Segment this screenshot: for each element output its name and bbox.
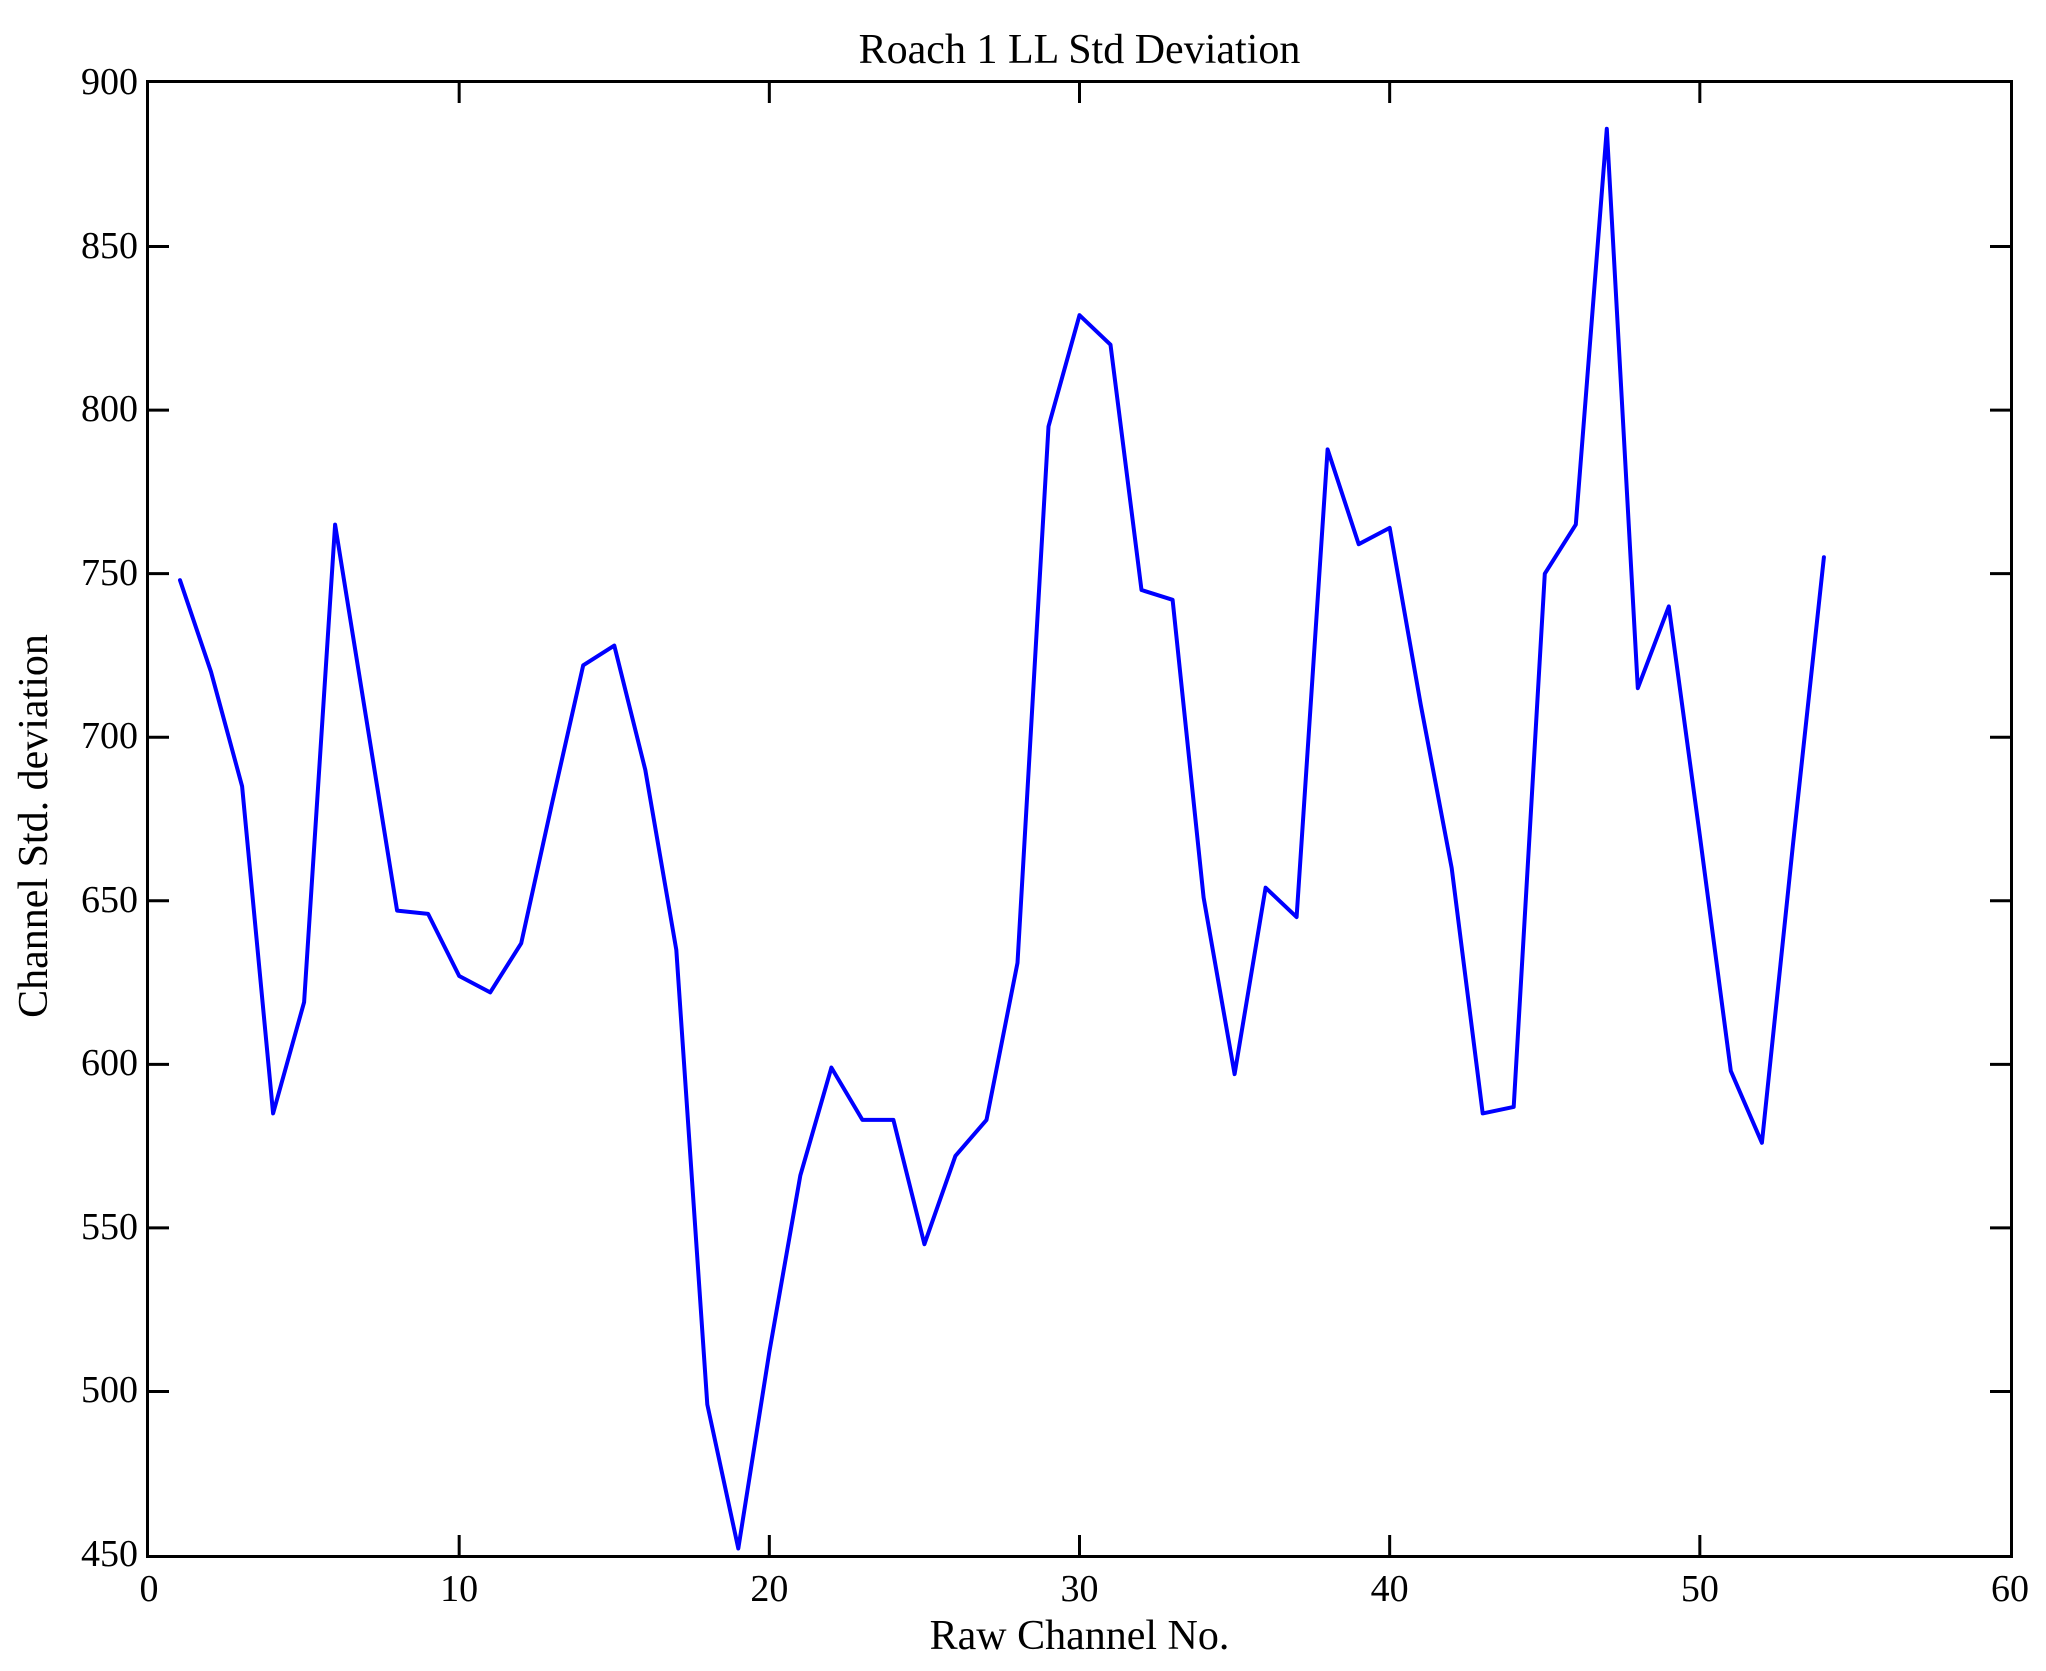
y-tick-label: 900 (81, 61, 138, 103)
x-tick-label: 50 (1680, 1568, 1719, 1610)
x-tick-label: 60 (1991, 1568, 2029, 1610)
x-axis-label: Raw Channel No. (929, 1613, 1230, 1659)
x-tick-label: 20 (750, 1568, 789, 1610)
y-tick-label: 850 (81, 224, 138, 267)
y-tick-label: 500 (81, 1369, 138, 1412)
x-tick-label: 30 (1060, 1568, 1099, 1610)
chart-title: Roach 1 LL Std Deviation (858, 27, 1301, 73)
line-chart-canvas (149, 83, 2010, 1555)
x-tick-label: 10 (440, 1568, 479, 1610)
y-tick-label: 450 (81, 1533, 138, 1575)
y-tick-label: 700 (81, 715, 138, 758)
y-tick-label: 550 (81, 1205, 138, 1248)
x-tick-label: 0 (139, 1568, 159, 1610)
y-tick-label: 650 (81, 878, 138, 921)
data-line-series (178, 126, 1826, 1551)
y-tick-label: 800 (81, 388, 138, 431)
y-tick-label: 750 (81, 551, 138, 594)
y-tick-label: 600 (81, 1042, 138, 1085)
plot-area (146, 80, 2013, 1558)
y-axis-label: Channel Std. deviation (11, 634, 57, 1018)
x-tick-label: 40 (1370, 1568, 1409, 1610)
